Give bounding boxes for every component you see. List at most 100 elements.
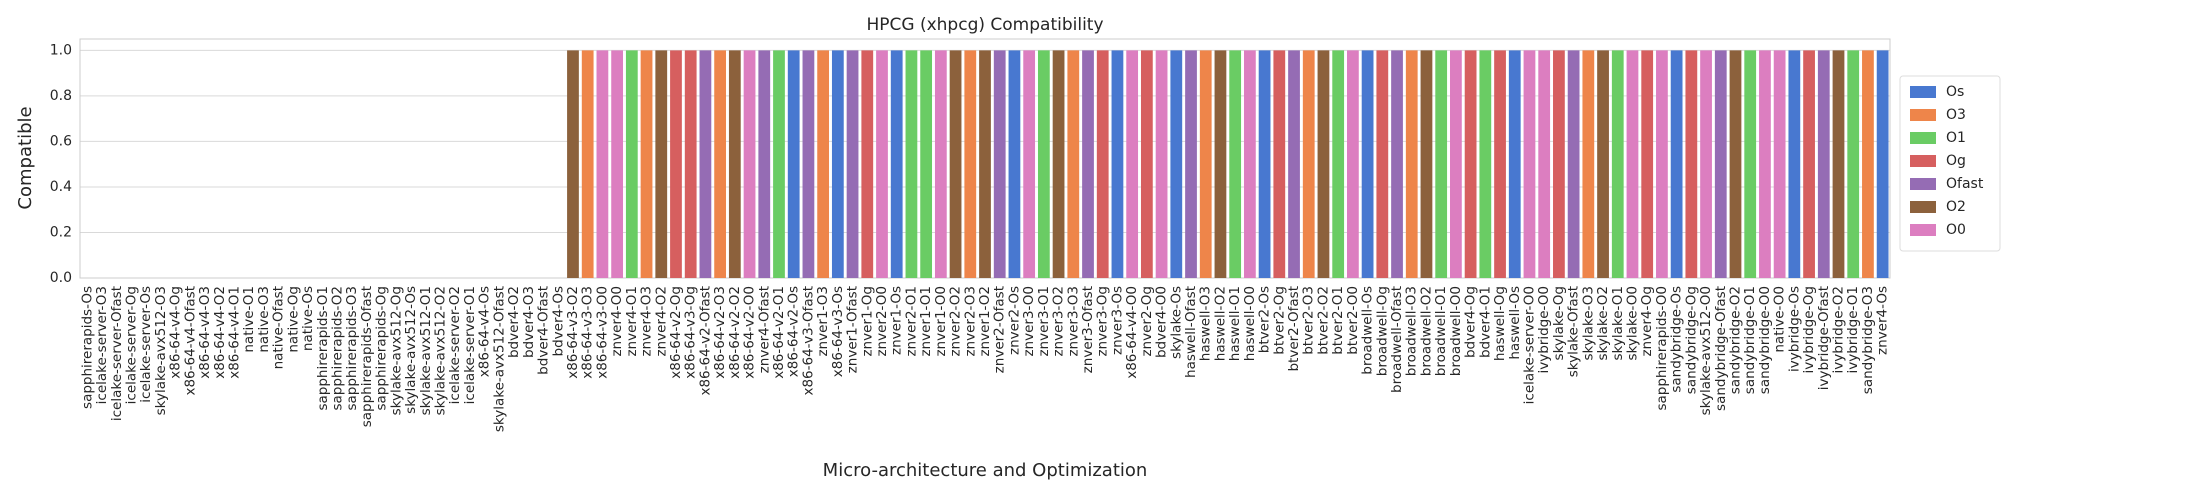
bar — [743, 50, 756, 278]
x-tick-label: sandybridge-Og — [1683, 286, 1699, 394]
bar — [1626, 50, 1639, 278]
bar — [1140, 50, 1153, 278]
x-tick-label: skylake-O0 — [1624, 286, 1640, 361]
legend-swatch — [1910, 224, 1936, 236]
bar — [699, 50, 712, 278]
x-tick-label: x86-64-v3-Os — [830, 286, 846, 377]
x-tick-label: x86-64-v4-O3 — [197, 286, 213, 379]
x-tick-label: znver2-O0 — [874, 286, 890, 357]
x-tick-label: x86-64-v4-O2 — [212, 286, 228, 379]
bar — [802, 50, 815, 278]
x-tick-label: sandybridge-O0 — [1757, 286, 1773, 394]
bar — [1553, 50, 1565, 278]
x-tick-label: bdver4-Ofast — [536, 286, 552, 375]
bar — [640, 50, 653, 278]
x-tick-label: skylake-O3 — [1580, 286, 1596, 361]
bar — [1155, 50, 1168, 278]
x-tick-label: skylake-Og — [1551, 286, 1567, 360]
bar — [1464, 50, 1477, 278]
x-tick-label: broadwell-O1 — [1433, 286, 1449, 376]
bar — [1273, 50, 1286, 278]
x-tick-label: znver3-O1 — [1036, 286, 1052, 357]
bar — [1052, 50, 1065, 278]
bar — [596, 50, 609, 278]
bar — [1405, 50, 1418, 278]
x-tick-label: sapphirerapids-O2 — [330, 286, 346, 411]
bar — [1479, 50, 1492, 278]
bar — [655, 50, 668, 278]
x-tick-label: skylake-avx512-O3 — [153, 286, 169, 415]
x-tick-label: broadwell-O0 — [1448, 286, 1464, 376]
x-tick-label: sandybridge-O3 — [1860, 286, 1876, 394]
bar — [1185, 50, 1197, 278]
bar — [1435, 50, 1448, 278]
x-tick-label: znver1-Og — [859, 286, 875, 357]
bar — [993, 50, 1006, 278]
x-tick-label: x86-64-v2-O0 — [742, 286, 758, 379]
bar — [1582, 50, 1595, 278]
x-tick-label: skylake-avx512-Og — [388, 286, 404, 415]
bar — [1700, 50, 1712, 278]
bar — [684, 50, 697, 278]
x-tick-label: native-O1 — [241, 286, 257, 353]
bar — [1773, 50, 1786, 278]
x-tick-label: skylake-avx512-Os — [403, 286, 419, 414]
bar — [1876, 50, 1889, 278]
x-tick-label: znver4-O2 — [653, 286, 669, 357]
bar — [1508, 50, 1521, 278]
y-tick-label: 1.0 — [50, 42, 72, 58]
bar — [1023, 50, 1036, 278]
bar — [1288, 50, 1300, 278]
x-tick-label: x86-64-v3-O3 — [580, 286, 596, 379]
bar — [625, 50, 638, 278]
bar — [758, 50, 771, 278]
legend-swatch — [1910, 201, 1936, 213]
bar — [1494, 50, 1506, 278]
x-tick-label: sapphirerapids-O1 — [315, 286, 331, 411]
legend-swatch — [1910, 109, 1936, 121]
x-tick-label: x86-64-v2-O2 — [727, 286, 743, 379]
x-tick-label: sapphirerapids-Og — [374, 286, 390, 411]
x-tick-label: icelake-server-Os — [138, 286, 154, 403]
bar — [611, 50, 623, 278]
x-tick-label: znver1-O1 — [918, 286, 934, 357]
bar — [1832, 50, 1845, 278]
x-tick-label: sandybridge-O1 — [1742, 286, 1758, 394]
x-tick-label: icelake-server-Og — [124, 286, 140, 404]
x-axis-label: Micro-architecture and Optimization — [823, 460, 1148, 481]
x-tick-label: skylake-avx512-O2 — [433, 286, 449, 415]
x-tick-label: znver4-O3 — [639, 286, 655, 357]
x-tick-label: sandybridge-Os — [1669, 286, 1685, 393]
x-tick-label: x86-64-v4-Ofast — [182, 286, 198, 396]
x-tick-label: haswell-O3 — [1198, 286, 1214, 361]
x-tick-label: x86-64-v2-O1 — [771, 286, 787, 379]
x-tick-label: znver4-O0 — [609, 286, 625, 357]
bar — [1391, 50, 1403, 278]
y-tick-label: 0.4 — [50, 179, 72, 195]
x-tick-label: skylake-Os — [1168, 286, 1184, 359]
x-tick-label: znver2-Os — [1006, 286, 1022, 355]
x-tick-label: icelake-server-O1 — [462, 286, 478, 404]
x-tick-label: znver2-Ofast — [992, 286, 1008, 373]
bar — [1096, 50, 1109, 278]
bar — [1420, 50, 1433, 278]
legend-label: O3 — [1946, 107, 1966, 123]
bar — [1611, 50, 1624, 278]
x-tick-label: sandybridge-Ofast — [1713, 286, 1729, 411]
bar — [1597, 50, 1609, 278]
x-tick-label: znver3-O3 — [1065, 286, 1081, 357]
bar — [890, 50, 903, 278]
x-tick-label: znver4-Og — [1639, 286, 1655, 357]
legend-swatch — [1910, 86, 1936, 98]
x-tick-label: znver1-O3 — [815, 286, 831, 357]
x-tick-label: znver1-O0 — [933, 286, 949, 357]
x-tick-label: btver2-O2 — [1315, 286, 1331, 355]
x-tick-label: x86-64-v4-Os — [477, 286, 493, 377]
x-tick-label: sapphirerapids-Ofast — [359, 286, 375, 427]
x-tick-label: sapphirerapids-O3 — [344, 286, 360, 411]
x-tick-label: native-Og — [285, 286, 301, 353]
x-tick-label: skylake-O2 — [1595, 286, 1611, 361]
bar — [714, 50, 727, 278]
x-tick-label: znver2-Og — [1139, 286, 1155, 357]
legend-label: Og — [1946, 153, 1966, 169]
